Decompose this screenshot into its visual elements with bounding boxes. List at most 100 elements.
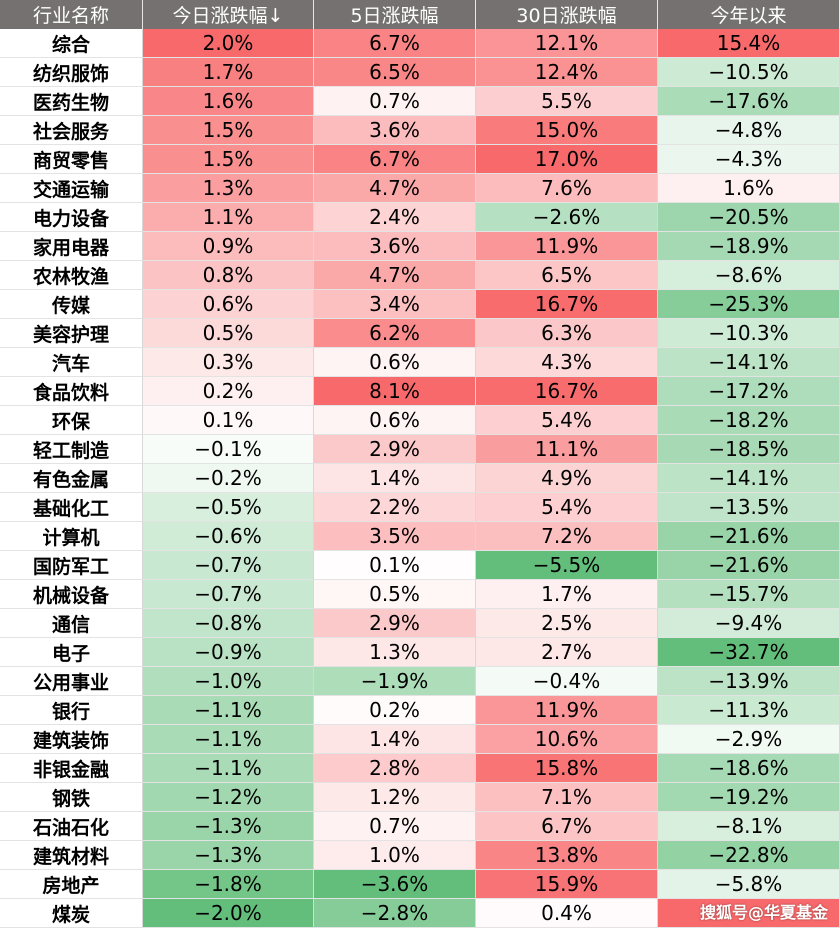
value-cell: 11.1% (476, 435, 658, 464)
value-cell: −19.2% (658, 783, 840, 812)
value-cell: 3.6% (314, 232, 476, 261)
value-cell: 2.5% (476, 609, 658, 638)
value-cell: −15.7% (658, 580, 840, 609)
value-cell: 0.1% (143, 406, 314, 435)
value-cell: 2.8% (314, 754, 476, 783)
value-cell: −0.8% (143, 609, 314, 638)
value-cell: 0.9% (143, 232, 314, 261)
value-cell: 5.4% (476, 406, 658, 435)
value-cell: −18.5% (658, 435, 840, 464)
value-cell: 12.4% (476, 58, 658, 87)
value-cell: −5.5% (476, 551, 658, 580)
value-cell: −0.9% (143, 638, 314, 667)
value-cell: −0.4% (476, 667, 658, 696)
value-cell: 6.3% (476, 319, 658, 348)
value-cell: 0.7% (314, 87, 476, 116)
value-cell: 6.7% (314, 29, 476, 58)
value-cell: −1.3% (143, 812, 314, 841)
value-cell: 0.6% (143, 290, 314, 319)
value-cell: 1.6% (658, 174, 840, 203)
value-cell: 1.7% (143, 58, 314, 87)
column-header-0: 行业名称 (0, 0, 143, 29)
value-cell: 1.3% (314, 638, 476, 667)
value-cell: 16.7% (476, 290, 658, 319)
watermark: 搜狐号@华夏基金 (699, 903, 828, 922)
sector-name-cell: 计算机 (0, 522, 143, 551)
sector-name-cell: 环保 (0, 406, 143, 435)
value-cell: 6.2% (314, 319, 476, 348)
sector-name-cell: 房地产 (0, 870, 143, 899)
value-cell: −2.8% (314, 899, 476, 928)
value-cell: 5.4% (476, 493, 658, 522)
value-cell: 5.5% (476, 87, 658, 116)
value-cell: −17.2% (658, 377, 840, 406)
value-cell: 6.5% (476, 261, 658, 290)
value-cell: 2.9% (314, 435, 476, 464)
sector-name-cell: 石油石化 (0, 812, 143, 841)
value-cell: −8.6% (658, 261, 840, 290)
value-cell: 15.8% (476, 754, 658, 783)
value-cell: −1.0% (143, 667, 314, 696)
value-cell: −13.5% (658, 493, 840, 522)
sector-name-cell: 非银金融 (0, 754, 143, 783)
value-cell: 0.2% (143, 377, 314, 406)
value-cell: 2.7% (476, 638, 658, 667)
sector-name-cell: 建筑材料 (0, 841, 143, 870)
value-cell: 1.4% (314, 725, 476, 754)
value-cell: 2.0% (143, 29, 314, 58)
value-cell: −14.1% (658, 464, 840, 493)
value-cell: −4.8% (658, 116, 840, 145)
sector-name-cell: 钢铁 (0, 783, 143, 812)
sector-name-cell: 银行 (0, 696, 143, 725)
value-cell: 1.1% (143, 203, 314, 232)
sector-name-cell: 煤炭 (0, 899, 143, 928)
sector-name-cell: 食品饮料 (0, 377, 143, 406)
value-cell: 15.4% (658, 29, 840, 58)
value-cell: −8.1% (658, 812, 840, 841)
value-cell: 16.7% (476, 377, 658, 406)
value-cell: −2.0% (143, 899, 314, 928)
value-cell: 1.5% (143, 116, 314, 145)
column-header-1: 今日涨跌幅↓ (143, 0, 314, 29)
value-cell: 0.3% (143, 348, 314, 377)
value-cell: 0.7% (314, 812, 476, 841)
sector-name-cell: 建筑装饰 (0, 725, 143, 754)
sector-name-cell: 公用事业 (0, 667, 143, 696)
sector-name-cell: 有色金属 (0, 464, 143, 493)
value-cell: 0.5% (314, 580, 476, 609)
value-cell: 4.7% (314, 174, 476, 203)
value-cell: 0.6% (314, 406, 476, 435)
value-cell: −1.1% (143, 754, 314, 783)
value-cell: −9.4% (658, 609, 840, 638)
value-cell: −1.3% (143, 841, 314, 870)
value-cell: −0.5% (143, 493, 314, 522)
sector-name-cell: 通信 (0, 609, 143, 638)
sector-name-cell: 家用电器 (0, 232, 143, 261)
value-cell: −1.1% (143, 696, 314, 725)
value-cell: −10.3% (658, 319, 840, 348)
value-cell: −1.1% (143, 725, 314, 754)
value-cell: 7.6% (476, 174, 658, 203)
value-cell: 3.6% (314, 116, 476, 145)
value-cell: 15.0% (476, 116, 658, 145)
sector-name-cell: 综合 (0, 29, 143, 58)
sector-name-cell: 轻工制造 (0, 435, 143, 464)
value-cell: 10.6% (476, 725, 658, 754)
value-cell: −1.8% (143, 870, 314, 899)
value-cell: −2.9% (658, 725, 840, 754)
value-cell: −10.5% (658, 58, 840, 87)
value-cell: −14.1% (658, 348, 840, 377)
value-cell: 1.4% (314, 464, 476, 493)
value-cell: −21.6% (658, 551, 840, 580)
value-cell: −18.6% (658, 754, 840, 783)
sector-name-cell: 商贸零售 (0, 145, 143, 174)
sector-name-cell: 医药生物 (0, 87, 143, 116)
value-cell: 1.5% (143, 145, 314, 174)
value-cell: −1.9% (314, 667, 476, 696)
value-cell: 0.5% (143, 319, 314, 348)
value-cell: −22.8% (658, 841, 840, 870)
value-cell: 4.7% (314, 261, 476, 290)
sector-name-cell: 电力设备 (0, 203, 143, 232)
value-cell: −0.6% (143, 522, 314, 551)
